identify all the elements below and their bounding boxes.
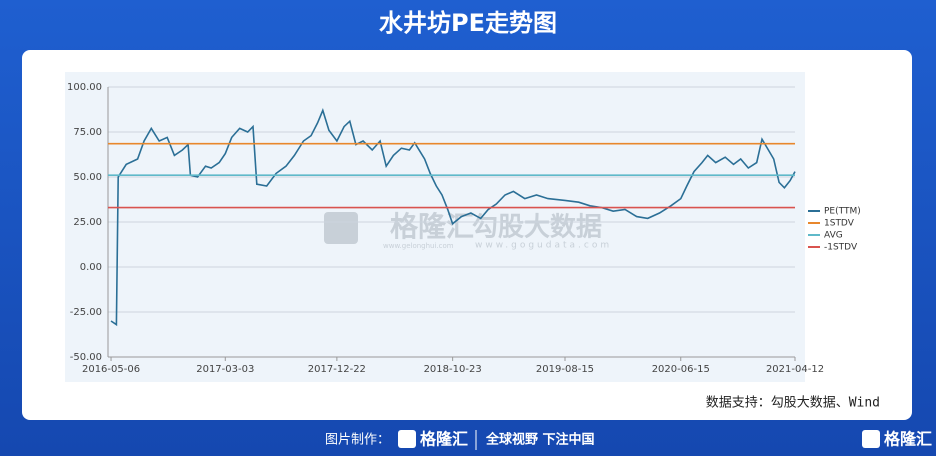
x-tick-label: 2018-10-23 [424,364,482,375]
legend-label: AVG [824,231,843,241]
y-tick-label: 75.00 [73,127,102,138]
x-tick-label: 2017-03-03 [196,364,254,375]
x-tick-label: 2017-12-22 [308,364,366,375]
y-tick-label: 100.00 [67,82,102,93]
watermark-logo [324,212,358,244]
footer-slogan: 全球视野 下注中国 [485,432,595,448]
source: 数据支持：勾股大数据、Wind [706,396,880,411]
x-tick-label: 2020-06-15 [652,364,710,375]
legend-label: PE(TTM) [824,207,861,217]
footer-logo [398,430,416,448]
plot-bg [65,72,805,382]
y-tick-label: 50.00 [73,172,102,183]
watermark: www.gelonghui.com [383,242,454,250]
x-tick-label: 2019-08-15 [536,364,594,375]
x-tick-label: 2021-04-12 [766,364,824,375]
y-tick-label: -25.00 [70,307,102,318]
title: 水井坊PE走势图 [379,9,557,37]
footer-text: 图片制作： [325,433,390,448]
watermark: 勾股大数据 [472,213,602,243]
watermark: 格隆汇 [390,210,474,243]
y-tick-label: 0.00 [80,262,102,273]
footer-brand: 格隆汇 [420,430,468,449]
x-tick-label: 2016-05-06 [82,364,140,375]
y-tick-label: 25.00 [73,217,102,228]
watermark: www.gogudata.com [475,241,612,251]
legend-label: -1STDV [824,243,858,253]
y-tick-label: -50.00 [70,352,102,363]
legend-label: 1STDV [824,219,855,229]
footer-brand: 格隆汇 [884,430,932,449]
pe-line [110,108,796,327]
footer-logo [862,430,880,448]
